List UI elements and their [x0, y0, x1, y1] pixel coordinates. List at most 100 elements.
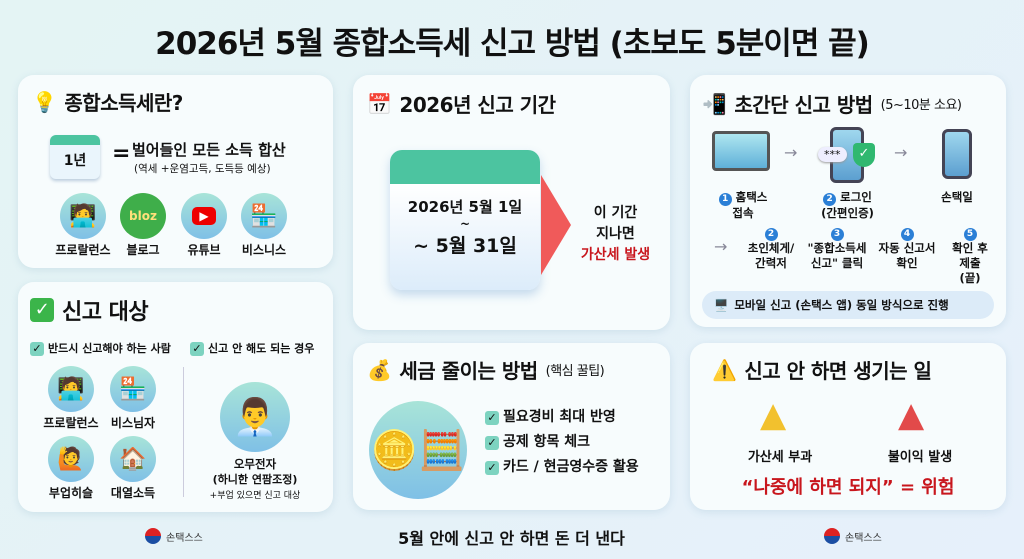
card-heading: 2026년 신고 기간 — [399, 93, 556, 117]
check-icon: ✓ — [485, 411, 499, 425]
office-worker-icon: 👨‍💼 — [220, 382, 290, 452]
check-box-icon: ✓ — [30, 298, 54, 322]
step-label: 확인 후 — [952, 241, 988, 255]
divider — [183, 367, 184, 497]
hometax-logo: 손택스스 — [145, 528, 203, 544]
phone-icon — [942, 129, 972, 179]
risk-warning: “나중에 하면 되지” = 위험 — [741, 477, 955, 498]
step-label: (끝) — [959, 271, 981, 285]
step-number: 1 — [718, 193, 732, 206]
freelancer-icon: 🧑‍💻 — [60, 193, 106, 239]
penalty-text: 가산세 발생 — [580, 247, 651, 263]
house-icon: 🏠 — [110, 436, 156, 482]
not-label: 신고 안 해도 되는 경우 — [208, 342, 315, 355]
definition-note: (역세 +운염고득, 도득등 예상) — [134, 163, 271, 175]
monitor-icon: 🖥️ — [714, 298, 729, 312]
step-label: 로그인 — [840, 190, 872, 204]
arrow-icon: → — [894, 143, 908, 162]
icon-label: 프로랄런스 — [55, 243, 111, 257]
step-number: 4 — [900, 228, 914, 241]
step-number: 2 — [764, 228, 778, 241]
password-field: *** — [818, 147, 847, 162]
icon-label: 유튜브 — [187, 243, 221, 257]
card-what-is: 💡 종합소득세란? 1년 = 벌어들인 모든 소득 합산 (역세 +운염고득, 도… — [18, 75, 333, 268]
taegeuk-icon — [145, 528, 161, 544]
employee-note: +부업 있으면 신고 대상 — [209, 491, 301, 501]
step-label: 제출 — [959, 256, 981, 270]
youtube-icon: ▶ — [181, 193, 227, 239]
period-end: ~ 5월 31일 — [413, 235, 517, 257]
calendar-icon: 📅 — [367, 91, 392, 116]
step-label: (간편인증) — [821, 206, 874, 220]
equals-sign: = — [112, 141, 131, 166]
icon-label: 부업히슬 — [48, 486, 94, 500]
mobile-note: 🖥️ 모바일 신고 (손택스 앱) 동일 방식으로 진행 — [702, 291, 994, 319]
step-label: 자동 신고서 — [878, 241, 936, 255]
step-label: 신고" 클릭 — [810, 256, 864, 270]
employee-label: 오무전자 — [233, 457, 277, 471]
card-heading: 초간단 신고 방법 — [734, 93, 873, 117]
icon-label: 비스님자 — [110, 416, 156, 430]
card-risk: ⚠️ 신고 안 하면 생기는 일 ▲ ▲ 가산세 부과 불이익 발생 “나중에 하… — [690, 343, 1006, 510]
definition: 벌어들인 모든 소득 합산 — [132, 141, 286, 159]
blog-icon: bloz — [120, 193, 166, 239]
check-icon: ✓ — [485, 436, 499, 450]
step-label: "종합소득세 — [807, 241, 867, 255]
big-calendar: 2026년 5월 1일 ~ ~ 5월 31일 — [390, 150, 540, 290]
store-icon: 🏪 — [241, 193, 287, 239]
lightbulb-icon: 💡 — [32, 89, 57, 114]
step-label: 홈택스 — [735, 190, 768, 204]
taegeuk-icon — [824, 528, 840, 544]
tip: 카드 / 현금영수증 활용 — [503, 459, 639, 475]
tip: 필요경비 최대 반영 — [503, 409, 616, 425]
icon-label: 프로랄런스 — [43, 416, 99, 430]
coins-calculator-icon: 🪙🧮 — [369, 401, 467, 499]
check-icon: ✓ — [485, 461, 499, 475]
warning-icon: ⚠️ — [712, 357, 737, 382]
card-save: 💰 세금 줄이는 방법 (핵심 꿀팁) 🪙🧮 ✓ 필요경비 최대 반영 ✓ 공제 항목 … — [353, 343, 670, 510]
store-icon: 🏪 — [110, 366, 156, 412]
icon-label: 대열소득 — [110, 486, 156, 500]
footer-slogan: 5월 안에 신고 안 하면 돈 더 낸다 — [398, 529, 625, 548]
step-label: 접속 — [732, 206, 754, 220]
freelancer-icon: 🧑‍💻 — [48, 366, 94, 412]
hometax-logo: 손택스스 — [824, 528, 882, 544]
warning-yellow-icon: ▲ — [760, 395, 787, 435]
side-job-icon: 🙋 — [48, 436, 94, 482]
mobile-phone-icon: 📲 — [702, 91, 727, 116]
arrow-icon: → — [784, 143, 798, 162]
card-subheading: (5~10분 소요) — [880, 98, 962, 113]
card-heading: 세금 줄이는 방법 — [399, 359, 538, 383]
step-number: 5 — [963, 228, 977, 241]
step-label: 간력저 — [755, 256, 787, 270]
arrow-icon: → — [714, 237, 728, 256]
money-bag-icon: 💰 — [367, 357, 392, 382]
risk-item: 불이익 발생 — [887, 450, 953, 465]
tip: 공제 항목 체크 — [503, 434, 591, 450]
card-heading: 신고 안 하면 생기는 일 — [744, 359, 932, 383]
card-heading: 신고 대상 — [62, 300, 149, 325]
monitor-icon — [712, 131, 770, 171]
card-subheading: (핵심 꿀팁) — [545, 364, 605, 379]
tilde: ~ — [459, 217, 471, 231]
step-label: 초인체게/ — [747, 241, 795, 255]
card-target: ✓ 신고 대상 ✓ 반드시 신고해야 하는 사람 ✓ 신고 안 해도 되는 경우 🧑‍… — [18, 282, 333, 512]
after-text: 이 기간 — [593, 205, 638, 221]
employee-sub: (하니한 연팜조정) — [212, 473, 298, 486]
card-period: 📅 2026년 신고 기간 2026년 5월 1일 ~ ~ 5월 31일 이 기간… — [353, 75, 670, 330]
must-label: 반드시 신고해야 하는 사람 — [48, 342, 171, 355]
warning-red-icon: ▲ — [898, 395, 925, 435]
mobile-note-text: 모바일 신고 (손택스 앱) 동일 방식으로 진행 — [734, 298, 949, 312]
step-label: 확인 — [896, 256, 918, 270]
check-icon: ✓ — [190, 342, 204, 356]
card-heading: 종합소득세란? — [64, 91, 183, 115]
step-label: 손택일 — [941, 190, 973, 204]
calendar-icon: 1년 — [50, 135, 100, 179]
step-number: 3 — [830, 228, 844, 241]
arrow-right-icon — [541, 175, 571, 275]
icon-label: 비스니스 — [241, 243, 287, 257]
shield-check-icon: ✓ — [853, 143, 875, 167]
icon-label: 블로그 — [126, 243, 160, 257]
risk-item: 가산세 부과 — [747, 450, 813, 465]
